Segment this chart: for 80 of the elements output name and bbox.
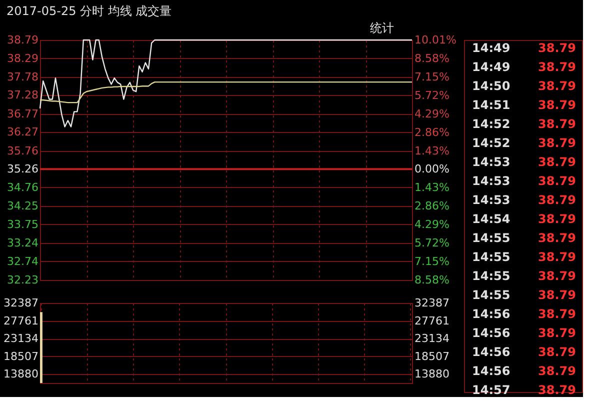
text: 38.79 (538, 307, 576, 321)
text: 14:49 (472, 60, 510, 74)
y2-tick-label: 1.43% (414, 181, 450, 194)
text: 14:51 (472, 98, 510, 112)
y2-tick-label: 5.72% (414, 88, 450, 102)
y-tick-label: 33.24 (7, 236, 38, 250)
text: 38.79 (538, 117, 576, 131)
text: 14:52 (472, 117, 510, 131)
text: 38.79 (538, 193, 576, 207)
y2-tick-label: 27761 (414, 314, 450, 328)
y2-tick-label: 4.29% (414, 218, 450, 232)
text: 14:55 (472, 250, 510, 264)
y2-tick-label: 32387 (414, 296, 450, 310)
text: 14:52 (472, 136, 510, 150)
y2-tick-label: 2.86% (414, 200, 450, 213)
y2-tick-label: 7.15% (414, 255, 450, 268)
text: 38.79 (538, 288, 576, 302)
text: 14:56 (472, 364, 510, 378)
y-tick-label: 27761 (4, 314, 38, 328)
text: 统计 (370, 21, 394, 35)
text: 14:54 (472, 212, 510, 226)
y-tick-label: 32387 (4, 296, 38, 310)
y-tick-label: 34.25 (7, 200, 38, 213)
text: 38.79 (538, 231, 576, 245)
y2-tick-label: 0.00% (414, 162, 450, 176)
text: 38.79 (538, 345, 576, 359)
y2-tick-label: 10.01% (414, 34, 456, 46)
text: 14:55 (472, 269, 510, 283)
text: 38.79 (538, 364, 576, 378)
text: 14:55 (472, 231, 510, 245)
y-tick-label: 32.23 (7, 274, 38, 286)
text: 14:55 (472, 288, 510, 302)
y2-tick-label: 23134 (414, 332, 450, 346)
y2-tick-label: 8.58% (414, 274, 450, 286)
text: 14:53 (472, 174, 510, 188)
text: 38.79 (538, 269, 576, 283)
text: 38.79 (538, 383, 576, 397)
text: 38.79 (538, 326, 576, 340)
text: 14:56 (472, 307, 510, 321)
y2-tick-label: 8.58% (414, 52, 450, 65)
line-series (39, 39, 413, 128)
y2-tick-label: 7.15% (414, 70, 450, 84)
chart-title: 2017-05-25 分时 均线 成交量 (6, 4, 172, 18)
y2-tick-label: 1.43% (414, 144, 450, 158)
y-tick-label: 32.74 (7, 254, 38, 268)
text: 38.79 (538, 136, 576, 150)
y-tick-label: 33.75 (7, 218, 38, 231)
text: 14:56 (472, 326, 510, 340)
y-tick-label: 23134 (4, 332, 38, 346)
text: 14:57 (472, 383, 510, 397)
text: 38.79 (538, 155, 576, 169)
line-series (39, 81, 413, 104)
y-tick-label: 38.29 (7, 52, 38, 65)
y-tick-label: 36.27 (7, 126, 38, 139)
y-tick-label: 18507 (4, 350, 38, 363)
y-tick-label: 37.78 (7, 70, 38, 84)
y-tick-label: 37.28 (7, 88, 38, 102)
y2-tick-label: 18507 (414, 350, 450, 363)
y2-tick-label: 2.86% (414, 126, 450, 139)
y-tick-label: 13880 (4, 368, 38, 381)
text: 14:53 (472, 193, 510, 207)
y-tick-label: 35.76 (7, 144, 38, 158)
text: 38.79 (538, 60, 576, 74)
y-tick-label: 35.26 (7, 162, 38, 176)
text: 14:53 (472, 155, 510, 169)
text: 38.79 (538, 174, 576, 188)
y-tick-label: 34.76 (7, 180, 38, 194)
text: 14:56 (472, 345, 510, 359)
text: 38.79 (538, 212, 576, 226)
y2-tick-label: 4.29% (414, 107, 450, 120)
text: 38.79 (538, 79, 576, 93)
text: 38.79 (538, 98, 576, 112)
text: 38.79 (538, 250, 576, 264)
y-tick-label: 38.79 (7, 34, 38, 46)
y2-tick-label: 13880 (414, 368, 450, 381)
y2-tick-label: 5.72% (414, 236, 450, 250)
text: 38.79 (538, 41, 576, 55)
y-tick-label: 36.77 (7, 107, 38, 120)
text: 14:49 (472, 41, 510, 55)
text: 14:50 (472, 79, 510, 93)
